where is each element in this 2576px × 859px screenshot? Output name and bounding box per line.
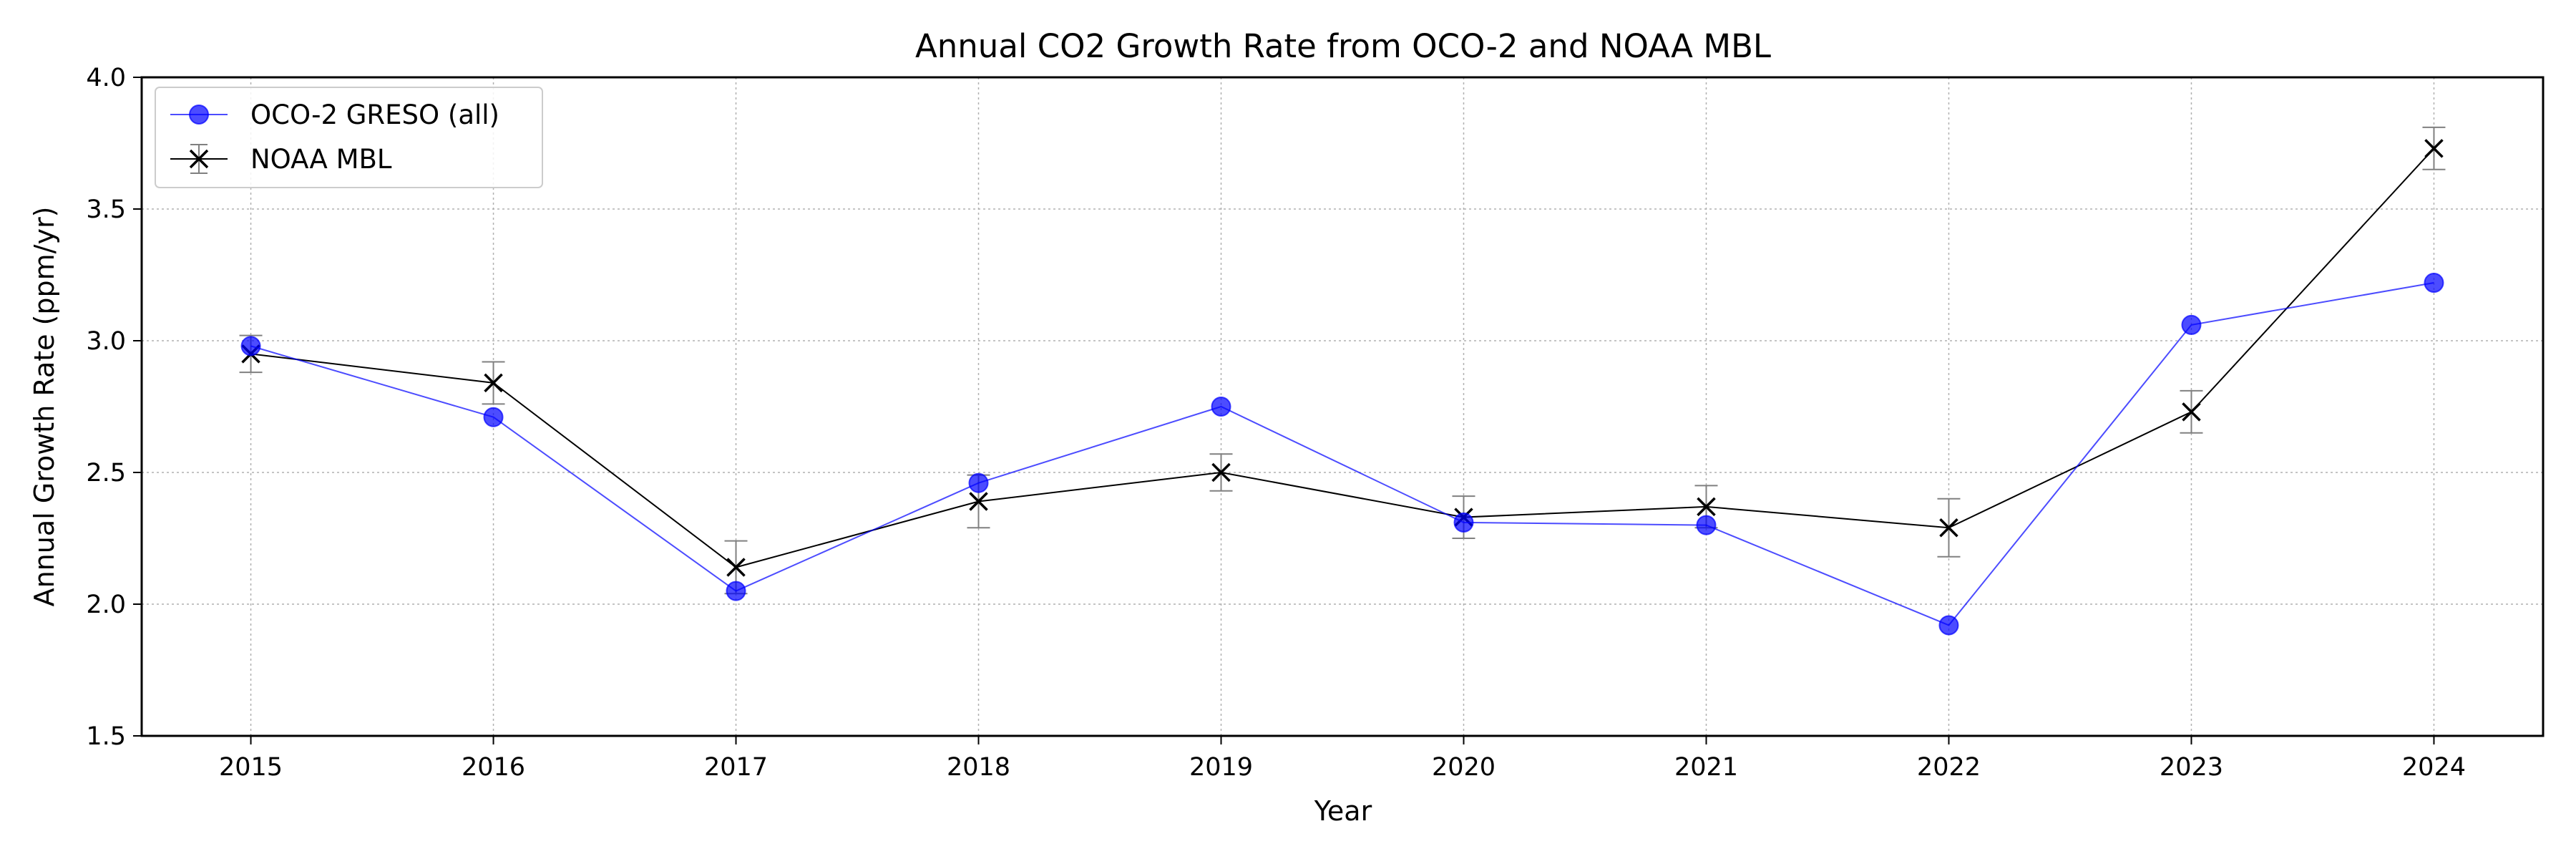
oco2-point-2020 [1453, 512, 1474, 533]
series-oco2-greso [240, 273, 2444, 636]
y-tick-label-1.5: 1.5 [86, 722, 126, 751]
oco2-point-2016 [483, 407, 504, 427]
x-axis-label: Year [1314, 795, 1372, 827]
y-tick-label-2: 2.0 [86, 591, 126, 619]
noaa-point-2017 [726, 558, 746, 577]
legend-oco2-label: OCO-2 GRESO (all) [250, 100, 499, 130]
y-tick-label-2.5: 2.5 [86, 459, 126, 487]
x-tick-label-2020: 2020 [1432, 753, 1496, 782]
chart-title: Annual CO2 Growth Rate from OCO-2 and NO… [915, 27, 1771, 65]
legend-noaa-marker [189, 149, 209, 169]
axis-ticks: 2015 2016 2017 2018 2019 2020 2021 2022 2023 2024… [86, 64, 2466, 782]
oco2-point-2021 [1696, 515, 1717, 535]
oco2-point-2019 [1211, 397, 1231, 417]
noaa-point-2016 [484, 373, 503, 393]
x-tick-label-2017: 2017 [704, 753, 768, 782]
noaa-point-2021 [1697, 497, 1716, 517]
legend-oco2-marker [189, 105, 209, 125]
legend-noaa-label: NOAA MBL [250, 144, 392, 175]
noaa-point-2019 [1211, 462, 1231, 482]
noaa-point-2024 [2424, 139, 2444, 158]
noaa-line [250, 147, 2435, 568]
oco2-point-2015 [240, 336, 261, 356]
y-tick-label-3: 3.0 [86, 327, 126, 356]
y-tick-label-3.5: 3.5 [86, 195, 126, 224]
x-tick-label-2021: 2021 [1674, 753, 1738, 782]
x-tick-label-2022: 2022 [1917, 753, 1981, 782]
x-tick-label-2023: 2023 [2160, 753, 2223, 782]
legend-entry-noaa: NOAA MBL [170, 144, 392, 175]
oco2-point-2024 [2424, 273, 2444, 293]
plot-frame [140, 76, 2545, 737]
y-axis-label: Annual Growth Rate (ppm/yr) [29, 207, 60, 607]
x-tick-label-2015: 2015 [219, 753, 283, 782]
x-tick-label-2024: 2024 [2402, 753, 2466, 782]
y-tick-label-4: 4.0 [86, 64, 126, 92]
oco2-point-2018 [968, 472, 989, 493]
oco2-point-2017 [726, 581, 746, 601]
oco2-point-2023 [2181, 314, 2202, 335]
series-layer [239, 126, 2446, 636]
x-tick-label-2016: 2016 [462, 753, 525, 782]
noaa-point-2022 [1939, 518, 1958, 538]
legend-entry-oco2: OCO-2 GRESO (all) [170, 100, 499, 130]
oco2-line [250, 282, 2434, 626]
x-tick-label-2018: 2018 [947, 753, 1010, 782]
legend: OCO-2 GRESO (all) NOAA MBL [155, 87, 543, 188]
x-tick-label-2019: 2019 [1189, 753, 1253, 782]
legend-box [155, 87, 543, 188]
oco2-point-2022 [1938, 615, 1959, 636]
noaa-point-2023 [2182, 402, 2201, 422]
noaa-point-2018 [969, 492, 988, 511]
